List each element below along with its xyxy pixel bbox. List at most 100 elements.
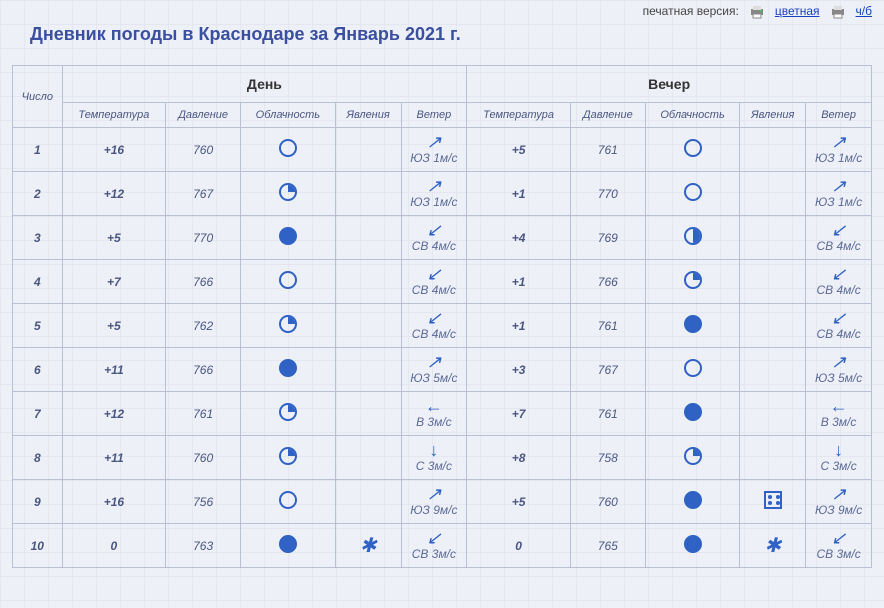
weather-table: Число День Вечер Температура Давление Об… xyxy=(12,65,872,568)
col-temp-e: Температура xyxy=(467,103,571,128)
cloud-quarter-icon xyxy=(279,403,297,421)
cell-press-e: 767 xyxy=(570,348,645,392)
cell-press-e: 761 xyxy=(570,392,645,436)
wind-arrow-icon: ↙ xyxy=(402,529,467,547)
cell-press-d: 766 xyxy=(166,260,241,304)
cell-press-d: 756 xyxy=(166,480,241,524)
cell-press-d: 770 xyxy=(166,216,241,260)
table-row: 1+16760↗ЮЗ 1м/с+5761↗ЮЗ 1м/с xyxy=(13,128,872,172)
cell-temp-e: +1 xyxy=(467,260,571,304)
wind-label: ЮЗ 1м/с xyxy=(806,196,871,209)
table-row: 4+7766↙СВ 4м/с+1766↙СВ 4м/с xyxy=(13,260,872,304)
wind-label: СВ 4м/с xyxy=(806,240,871,253)
cell-wind-e: ↙СВ 4м/с xyxy=(806,216,872,260)
col-phen-e: Явления xyxy=(740,103,806,128)
cell-daynum: 9 xyxy=(13,480,63,524)
cell-phen-d xyxy=(335,304,401,348)
wind-arrow-icon: ← xyxy=(402,397,467,415)
cell-daynum: 2 xyxy=(13,172,63,216)
cell-press-e: 769 xyxy=(570,216,645,260)
cloud-half-icon xyxy=(684,227,702,245)
cell-temp-e: +7 xyxy=(467,392,571,436)
cell-daynum: 3 xyxy=(13,216,63,260)
col-phen-d: Явления xyxy=(335,103,401,128)
wind-label: ЮЗ 1м/с xyxy=(402,196,467,209)
cell-temp-d: +12 xyxy=(62,392,166,436)
wind-label: С 3м/с xyxy=(402,460,467,473)
cell-cloud-d xyxy=(241,348,336,392)
cell-cloud-e xyxy=(645,480,740,524)
print-color-link[interactable]: цветная xyxy=(775,4,820,18)
cloud-overcast-icon xyxy=(684,491,702,509)
cell-wind-e: ↗ЮЗ 1м/с xyxy=(806,128,872,172)
wind-label: ЮЗ 1м/с xyxy=(806,152,871,165)
cell-temp-d: +16 xyxy=(62,480,166,524)
cell-daynum: 7 xyxy=(13,392,63,436)
cloud-quarter-icon xyxy=(279,447,297,465)
cell-wind-e: ↗ЮЗ 9м/с xyxy=(806,480,872,524)
wind-arrow-icon: ↗ xyxy=(806,485,871,503)
wind-arrow-icon: ↓ xyxy=(806,441,871,459)
cell-temp-d: +16 xyxy=(62,128,166,172)
cell-press-d: 767 xyxy=(166,172,241,216)
cell-wind-e: ↗ЮЗ 1м/с xyxy=(806,172,872,216)
cell-daynum: 1 xyxy=(13,128,63,172)
cell-cloud-e xyxy=(645,392,740,436)
cell-cloud-e xyxy=(645,304,740,348)
cell-phen-e xyxy=(740,436,806,480)
cell-temp-d: +11 xyxy=(62,436,166,480)
wind-label: В 3м/с xyxy=(402,416,467,429)
cloud-overcast-icon xyxy=(279,227,297,245)
wind-label: СВ 4м/с xyxy=(806,284,871,297)
table-row: 7+12761←В 3м/с+7761←В 3м/с xyxy=(13,392,872,436)
cell-cloud-e xyxy=(645,348,740,392)
print-bw-link[interactable]: ч/б xyxy=(856,4,872,18)
snow-icon: ✱ xyxy=(764,535,781,557)
cell-temp-e: +3 xyxy=(467,348,571,392)
cell-press-e: 760 xyxy=(570,480,645,524)
cell-press-e: 766 xyxy=(570,260,645,304)
cell-daynum: 10 xyxy=(13,524,63,568)
wind-label: ЮЗ 5м/с xyxy=(806,372,871,385)
table-row: 5+5762↙СВ 4м/с+1761↙СВ 4м/с xyxy=(13,304,872,348)
wind-arrow-icon: ↙ xyxy=(806,309,871,327)
cell-temp-d: +11 xyxy=(62,348,166,392)
cell-press-d: 761 xyxy=(166,392,241,436)
cell-daynum: 8 xyxy=(13,436,63,480)
wind-label: СВ 3м/с xyxy=(806,548,871,561)
cell-daynum: 4 xyxy=(13,260,63,304)
wind-label: ЮЗ 9м/с xyxy=(806,504,871,517)
print-label: печатная версия: xyxy=(643,4,739,18)
cell-temp-e: +1 xyxy=(467,172,571,216)
wind-arrow-icon: ↗ xyxy=(806,353,871,371)
cell-temp-e: +4 xyxy=(467,216,571,260)
wind-arrow-icon: ↗ xyxy=(402,485,467,503)
cell-temp-d: +5 xyxy=(62,216,166,260)
cell-press-d: 763 xyxy=(166,524,241,568)
cell-temp-e: +5 xyxy=(467,128,571,172)
snow-icon: ✱ xyxy=(360,535,377,557)
wind-label: СВ 3м/с xyxy=(402,548,467,561)
cloud-overcast-icon xyxy=(684,403,702,421)
wind-arrow-icon: ↗ xyxy=(806,177,871,195)
cell-phen-e: ✱ xyxy=(740,524,806,568)
cell-phen-e xyxy=(740,392,806,436)
cell-wind-d: ↙СВ 4м/с xyxy=(401,304,467,348)
cell-wind-d: ↙СВ 3м/с xyxy=(401,524,467,568)
cell-cloud-d xyxy=(241,216,336,260)
cell-phen-e xyxy=(740,260,806,304)
cell-wind-d: ←В 3м/с xyxy=(401,392,467,436)
cell-wind-e: ↙СВ 4м/с xyxy=(806,304,872,348)
cell-cloud-e xyxy=(645,216,740,260)
cell-wind-d: ↗ЮЗ 5м/с xyxy=(401,348,467,392)
col-press-e: Давление xyxy=(570,103,645,128)
wind-arrow-icon: ← xyxy=(806,397,871,415)
table-row: 100763✱↙СВ 3м/с0765✱↙СВ 3м/с xyxy=(13,524,872,568)
col-daynum: Число xyxy=(13,66,63,128)
cell-daynum: 5 xyxy=(13,304,63,348)
cell-phen-d xyxy=(335,216,401,260)
cloud-clear-icon xyxy=(279,139,297,157)
table-row: 3+5770↙СВ 4м/с+4769↙СВ 4м/с xyxy=(13,216,872,260)
cell-wind-e: ←В 3м/с xyxy=(806,392,872,436)
cell-daynum: 6 xyxy=(13,348,63,392)
